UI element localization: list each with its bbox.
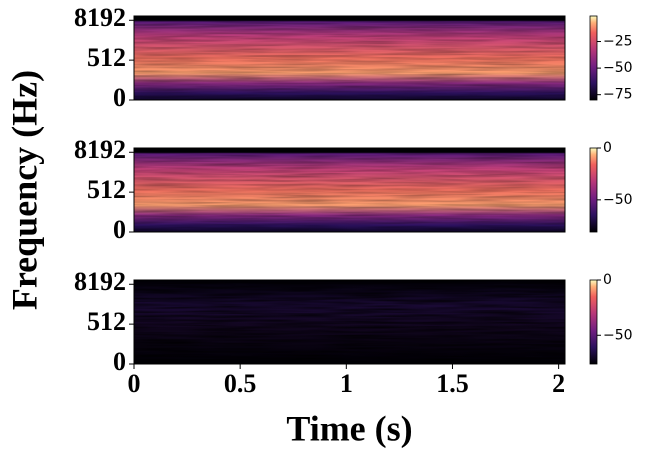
spectrogram-texture <box>134 148 565 232</box>
spectrogram-texture <box>134 16 565 100</box>
colorbar-tick-label: −50 <box>603 60 633 76</box>
axes-frame <box>133 279 566 365</box>
x-tick-label: 0 <box>128 369 141 398</box>
colorbar <box>589 147 598 233</box>
y-tick-label: 8192 <box>74 3 126 32</box>
colorbar-tick-label: −50 <box>603 327 633 343</box>
y-tick-label: 512 <box>87 175 126 204</box>
x-tick-label: 1 <box>340 369 353 398</box>
plots: 0 512 8192 −25 −50 −75 0 512 8192 Frequency (Hz) 0… <box>4 3 632 448</box>
x-tick-label: 0.5 <box>224 369 257 398</box>
x-tick-label: 1.5 <box>436 369 469 398</box>
y-axis-label: Frequency (Hz) <box>4 70 44 310</box>
y-tick-label: 8192 <box>74 135 126 164</box>
y-tick-label: 512 <box>87 43 126 72</box>
colorbar-tick-label: −50 <box>603 192 633 208</box>
y-tick-label: 0 <box>113 215 126 244</box>
y-tick-label: 8192 <box>74 267 126 296</box>
colorbar-tick-label: 0 <box>603 140 612 156</box>
y-tick-label: 0 <box>113 347 126 376</box>
colorbar-tick-label: 0 <box>603 272 612 288</box>
axes-frame <box>133 15 566 101</box>
colorbar <box>589 279 598 365</box>
y-tick-label: 512 <box>87 307 126 336</box>
colorbar-tick-label: −75 <box>603 87 633 103</box>
colorbar <box>589 15 598 101</box>
x-tick-label: 2 <box>552 369 565 398</box>
colorbar-tick-label: −25 <box>603 34 633 50</box>
x-axis-label: Time (s) <box>286 408 412 448</box>
y-tick-label: 0 <box>113 83 126 112</box>
axes-frame <box>133 147 566 233</box>
spectrogram-texture <box>134 280 565 364</box>
